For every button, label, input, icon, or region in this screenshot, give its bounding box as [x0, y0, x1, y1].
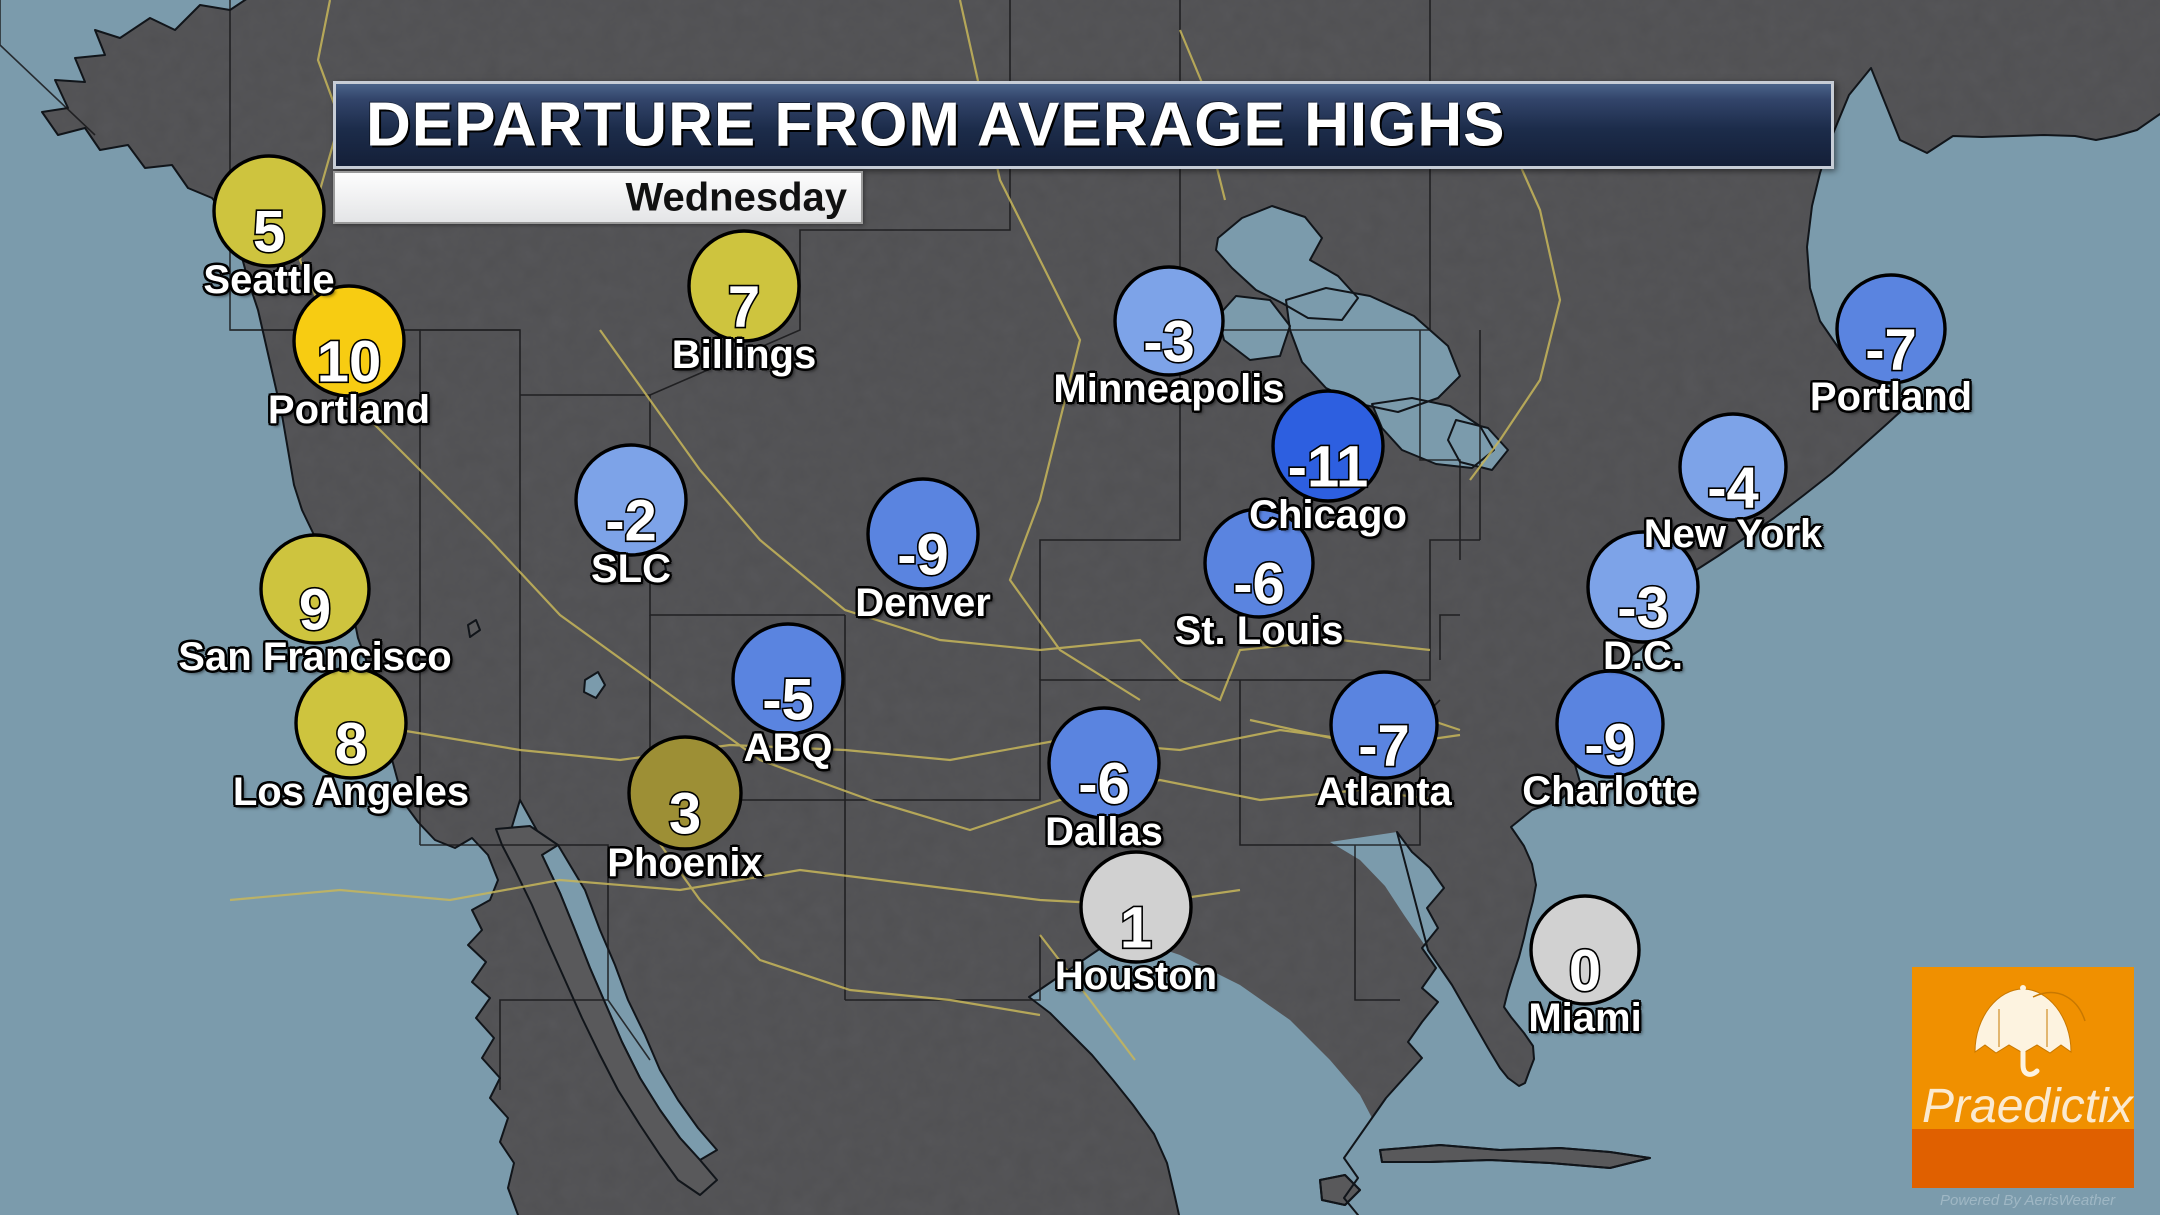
svg-text:5: 5	[253, 199, 285, 264]
svg-text:9: 9	[299, 577, 331, 642]
svg-text:-11: -11	[1288, 434, 1369, 499]
svg-text:-6: -6	[1078, 751, 1130, 816]
svg-text:8: 8	[335, 711, 367, 776]
svg-text:-4: -4	[1707, 455, 1759, 520]
svg-text:-9: -9	[1584, 712, 1636, 777]
svg-text:-7: -7	[1865, 317, 1917, 382]
svg-text:-3: -3	[1617, 575, 1669, 640]
svg-text:-3: -3	[1143, 309, 1195, 374]
svg-text:7: 7	[728, 274, 760, 339]
svg-text:-6: -6	[1233, 551, 1285, 616]
svg-text:-5: -5	[762, 667, 814, 732]
svg-text:-9: -9	[897, 522, 949, 587]
svg-text:-7: -7	[1358, 713, 1410, 778]
svg-text:0: 0	[1569, 938, 1601, 1003]
svg-text:10: 10	[317, 329, 382, 394]
svg-text:3: 3	[669, 781, 701, 846]
svg-text:-2: -2	[605, 488, 657, 553]
svg-text:1: 1	[1120, 895, 1152, 960]
